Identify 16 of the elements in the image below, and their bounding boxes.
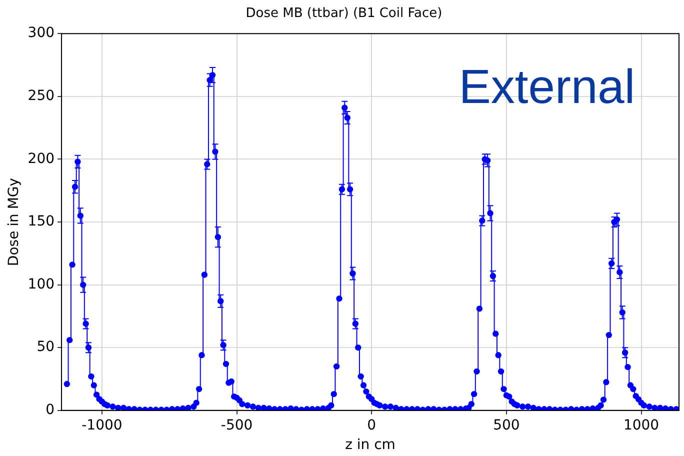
y-axis-title: Dose in MGy [6, 178, 22, 266]
x-tick-label: 500 [493, 417, 520, 434]
annotation: External [458, 60, 635, 114]
y-tick-label: 300 [28, 25, 55, 42]
y-tick-label: 200 [28, 150, 55, 167]
x-tick-label: 1000 [623, 417, 660, 434]
y-tick-label: 50 [36, 339, 55, 356]
x-axis-title: z in cm [345, 437, 396, 454]
y-tick-label: 0 [46, 402, 55, 418]
y-tick-label: 100 [28, 276, 55, 292]
x-tick-label: -500 [220, 417, 253, 434]
x-tick-label: 0 [367, 417, 376, 434]
y-tick-label: 150 [28, 214, 55, 230]
chart-title: Dose MB (ttbar) (B1 Coil Face) [246, 6, 442, 22]
y-tick-label: 250 [28, 88, 55, 104]
x-tick-label: -1000 [82, 417, 122, 434]
